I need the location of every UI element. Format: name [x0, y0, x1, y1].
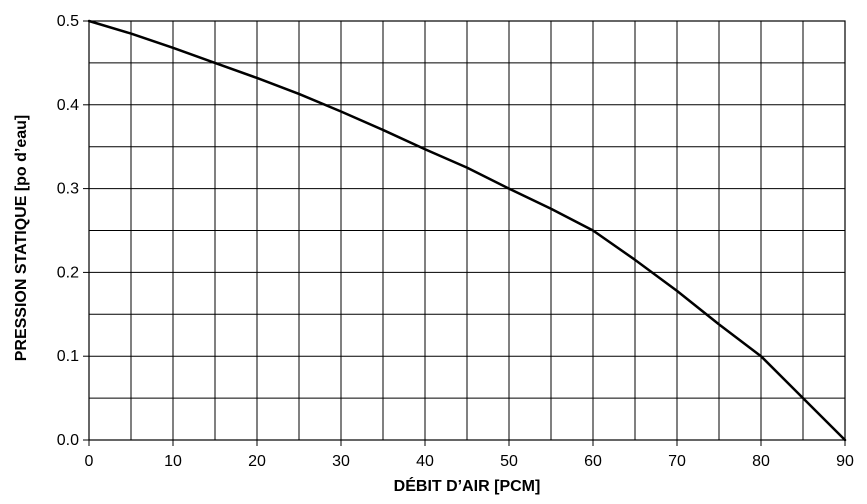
y-tick-labels: 0.0 0.1 0.2 0.3 0.4 0.5 — [57, 13, 89, 449]
grid — [88, 20, 846, 441]
y-tick-label: 0.5 — [57, 13, 79, 30]
x-tick-label: 90 — [836, 453, 854, 470]
y-tick-label: 0.1 — [57, 348, 79, 365]
x-tick-labels: 0 10 20 30 40 50 60 70 80 90 — [85, 440, 854, 470]
x-tick-label: 60 — [584, 453, 602, 470]
y-tick-label: 0.4 — [57, 97, 79, 114]
x-tick-label: 30 — [332, 453, 350, 470]
plot-frame — [88, 20, 846, 441]
series-line — [87, 19, 847, 442]
x-tick-label: 20 — [248, 453, 266, 470]
y-axis-title: PRESSION STATIQUE [po d’eau] — [13, 115, 30, 362]
x-tick-label: 0 — [85, 453, 94, 470]
x-tick-label: 50 — [500, 453, 518, 470]
y-tick-label: 0.0 — [57, 432, 79, 449]
plot-border — [88, 20, 846, 441]
x-tick-label: 40 — [416, 453, 434, 470]
series-layer — [87, 19, 847, 442]
y-tick-label: 0.2 — [57, 264, 79, 281]
x-axis-title: DÉBIT D’AIR [PCM] — [394, 476, 541, 495]
x-tick-label: 70 — [668, 453, 686, 470]
x-tick-label: 80 — [752, 453, 770, 470]
x-tick-label: 10 — [164, 453, 182, 470]
y-tick-label: 0.3 — [57, 181, 79, 198]
